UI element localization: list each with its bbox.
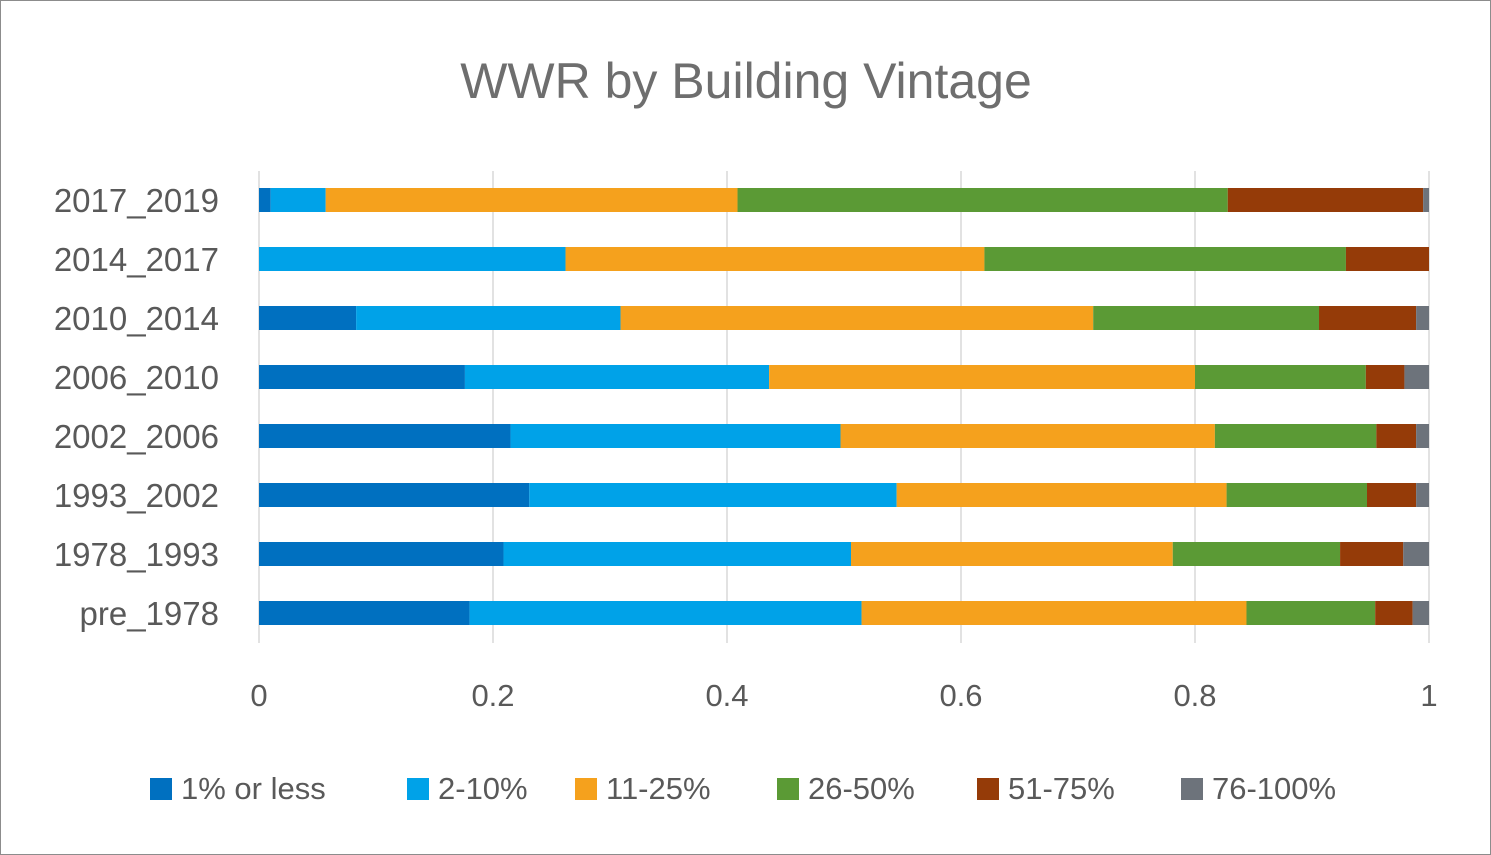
bar-segment (1412, 601, 1429, 625)
bar-segment (1376, 424, 1417, 448)
bar-segment (1214, 424, 1377, 448)
category-label: 2017_2019 (54, 182, 219, 219)
legend-label: 51-75% (1008, 771, 1115, 806)
bar-segment (1416, 483, 1429, 507)
category-label: 1978_1993 (54, 536, 219, 573)
bar-segment (469, 601, 862, 625)
x-tick-label: 0.8 (1173, 678, 1216, 713)
chart-title: WWR by Building Vintage (460, 53, 1032, 109)
gridlines (258, 171, 1430, 643)
bar-segment (1375, 601, 1413, 625)
bar-segment (1416, 306, 1429, 330)
bars (259, 188, 1429, 625)
x-tick-label: 1 (1420, 678, 1437, 713)
bar-segment (896, 483, 1227, 507)
bar-segment (259, 542, 504, 566)
legend-swatch (407, 778, 429, 800)
bar-segment (1227, 188, 1424, 212)
bar-segment (1365, 365, 1405, 389)
category-label: pre_1978 (80, 595, 219, 632)
bar-segment (1319, 306, 1417, 330)
bar-segment (259, 365, 465, 389)
category-label: 2010_2014 (54, 300, 219, 337)
bar-segment (270, 188, 326, 212)
legend-swatch (575, 778, 597, 800)
bar-segment (1246, 601, 1376, 625)
bar-segment (737, 188, 1228, 212)
bar-segment (565, 247, 985, 271)
legend-swatch (777, 778, 799, 800)
bar-segment (325, 188, 738, 212)
legend-swatch (977, 778, 999, 800)
legend-label: 76-100% (1212, 771, 1336, 806)
category-label: 2002_2006 (54, 418, 219, 455)
bar-segment (851, 542, 1173, 566)
legend: 1% or less 2-10% 11-25% 26-50% 51-75% 76-100% (150, 771, 1336, 806)
bar-segment (620, 306, 1094, 330)
category-label: 2014_2017 (54, 241, 219, 278)
x-tick-label: 0 (250, 678, 267, 713)
bar-segment (259, 247, 566, 271)
bar-segment (1172, 542, 1341, 566)
x-tick-label: 0.2 (471, 678, 514, 713)
legend-label: 26-50% (808, 771, 915, 806)
legend-label: 2-10% (438, 771, 528, 806)
bar-segment (464, 365, 770, 389)
bar-segment (1404, 365, 1429, 389)
bar-segment (1340, 542, 1404, 566)
bar-segment (1195, 365, 1366, 389)
category-axis: 2017_2019 2014_2017 2010_2014 2006_2010 2002… (54, 182, 219, 632)
bar-segment (259, 188, 271, 212)
bar-segment (259, 424, 511, 448)
bar-segment (1416, 424, 1429, 448)
x-tick-label: 0.4 (705, 678, 748, 713)
bar-segment (769, 365, 1195, 389)
value-axis: 0 0.2 0.4 0.6 0.8 1 (250, 678, 1437, 713)
bar-segment (1345, 247, 1429, 271)
bar-segment (984, 247, 1346, 271)
bar-segment (356, 306, 621, 330)
bar-segment (259, 601, 470, 625)
bar-segment (1093, 306, 1320, 330)
bar-segment (259, 483, 530, 507)
bar-segment (1366, 483, 1417, 507)
category-label: 2006_2010 (54, 359, 219, 396)
bar-segment (1226, 483, 1367, 507)
bar-segment (510, 424, 841, 448)
bar-segment (529, 483, 897, 507)
x-tick-label: 0.6 (939, 678, 982, 713)
legend-swatch (150, 778, 172, 800)
bar-segment (1423, 188, 1429, 212)
bar-segment (503, 542, 852, 566)
legend-swatch (1181, 778, 1203, 800)
category-label: 1993_2002 (54, 477, 219, 514)
bar-segment (861, 601, 1247, 625)
bar-segment (840, 424, 1215, 448)
bar-segment (1403, 542, 1429, 566)
legend-label: 1% or less (181, 771, 326, 806)
legend-label: 11-25% (606, 771, 711, 806)
bar-segment (259, 306, 357, 330)
